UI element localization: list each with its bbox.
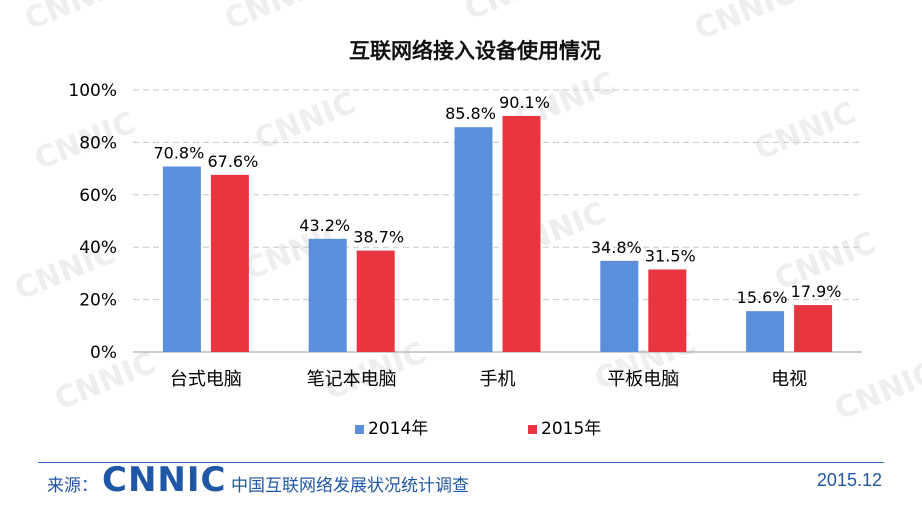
legend-label: 2014年 [368, 419, 428, 439]
legend-label: 2015年 [541, 419, 601, 439]
bar-2014 [746, 311, 785, 352]
y-tick-label: 60% [79, 186, 117, 206]
bars [162, 115, 833, 352]
y-tick-label: 20% [79, 291, 117, 311]
data-label: 31.5% [645, 246, 696, 265]
bar-2014 [454, 127, 493, 352]
bar-2014 [308, 238, 347, 352]
footer-source-label: 来源： [47, 476, 98, 496]
footer-divider [38, 462, 884, 463]
x-tick-label: 手机 [480, 369, 516, 390]
y-axis-ticks: 0% 20% 40% 60% 80% 100% [68, 81, 117, 363]
legend-swatch [355, 425, 364, 434]
data-label: 34.8% [591, 238, 642, 257]
data-label: 90.1% [499, 93, 550, 112]
data-labels: 70.8% 67.6% 43.2%38.7% 85.8%90.1% 34.8% 31.5%… [153, 93, 841, 307]
x-tick-label: 电视 [771, 369, 807, 390]
chart-title: 互联网络接入设备使用情况 [349, 39, 601, 63]
data-label: 67.6% [207, 152, 258, 171]
bar-2015 [648, 269, 687, 352]
data-label: 15.6% [737, 288, 788, 307]
y-tick-label: 40% [79, 238, 117, 258]
bar-2014 [162, 166, 201, 352]
data-label: 43.2% [299, 216, 350, 235]
gridlines [133, 89, 862, 353]
data-label: 38.7% [353, 228, 404, 247]
y-tick-label: 0% [90, 343, 117, 363]
legend-swatch [528, 425, 537, 434]
x-tick-label: 台式电脑 [170, 369, 242, 390]
data-label: 70.8% [153, 144, 204, 163]
data-label: 85.8% [445, 104, 496, 123]
y-tick-label: 100% [68, 81, 117, 101]
bar-2015 [356, 250, 395, 352]
bar-2014 [600, 260, 639, 352]
x-axis-ticks: 台式电脑 笔记本电脑 手机 平板电脑 电视 [170, 369, 807, 390]
bar-chart: 互联网络接入设备使用情况 0% 20% 40% 60% 80% 100% 70.8% 67.… [68, 39, 862, 439]
bar-2015 [794, 305, 833, 352]
footer-date: 2015.12 [816, 470, 882, 490]
data-label: 17.9% [791, 282, 842, 301]
bar-2015 [210, 174, 249, 352]
legend: 2014年 2015年 [355, 419, 601, 439]
footer: 来源： CNNIC 中国互联网络发展状况统计调查 2015.12 [0, 460, 922, 520]
y-tick-label: 80% [79, 133, 117, 153]
x-tick-label: 笔记本电脑 [307, 369, 397, 390]
footer-report-title: 中国互联网络发展状况统计调查 [231, 476, 469, 496]
bar-2015 [502, 115, 541, 352]
cnnic-logo: CNNIC [102, 460, 227, 500]
x-tick-label: 平板电脑 [607, 369, 679, 390]
